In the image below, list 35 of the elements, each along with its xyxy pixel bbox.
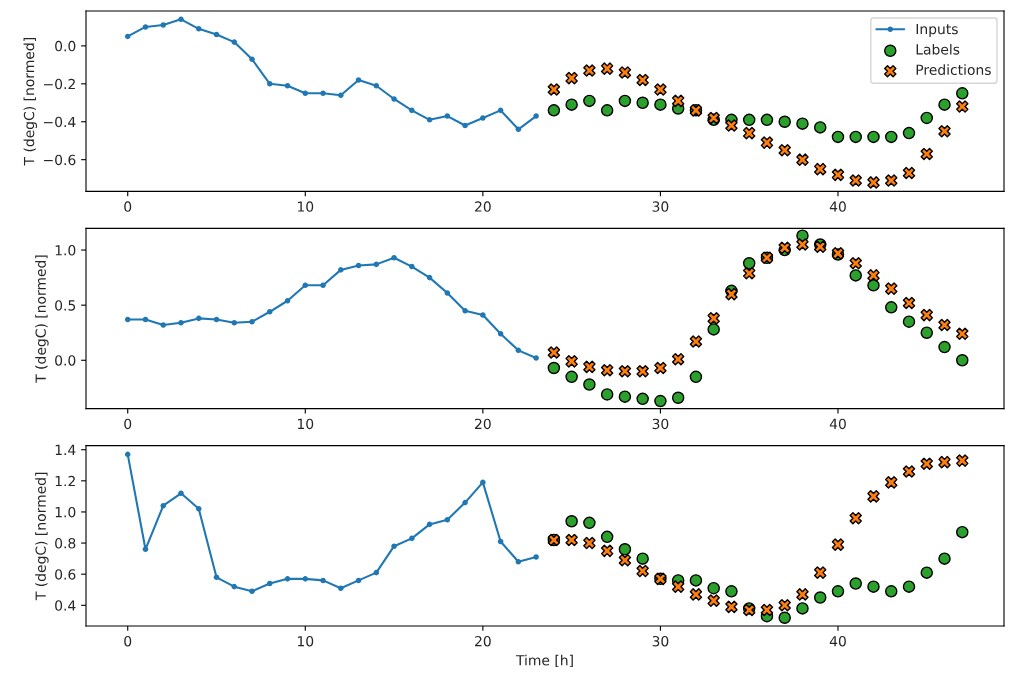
x-tick-label: 20: [475, 635, 491, 647]
y-tick-label: −0.2: [44, 78, 75, 90]
y-tick-label: 0.4: [55, 600, 76, 611]
x-tick-label: 30: [652, 635, 669, 647]
y-tick-label: 0.6: [55, 569, 76, 580]
y-tick-label: −0.4: [44, 116, 76, 128]
x-tick-label: 0: [124, 635, 132, 647]
x-tick-label: 10: [297, 418, 314, 430]
legend-label: Labels: [916, 43, 960, 55]
x-tick-label: 40: [829, 635, 846, 647]
y-tick-label: −0.6: [44, 154, 76, 166]
y-axis-title: T (degC) [normed]: [35, 255, 49, 383]
x-tick-label: 40: [829, 418, 846, 430]
x-tick-label: 0: [124, 201, 132, 212]
legend-label: Predictions: [916, 64, 991, 76]
x-tick-label: 30: [652, 201, 669, 212]
y-tick-label: 1.2: [55, 475, 75, 487]
y-tick-label: 1.0: [55, 506, 76, 518]
legend-label: Inputs: [916, 23, 958, 37]
y-tick-label: 0.0: [55, 40, 76, 52]
x-tick-label: 20: [475, 201, 491, 212]
x-tick-label: 20: [475, 418, 491, 430]
y-tick-label: 1.4: [55, 444, 76, 455]
x-tick-label: 40: [829, 201, 846, 212]
y-tick-label: 0.0: [55, 355, 76, 366]
y-axis-title: T (degC) [normed]: [35, 472, 49, 601]
x-tick-label: 0: [124, 418, 132, 430]
y-tick-label: 0.5: [55, 300, 76, 311]
y-tick-label: 1.0: [55, 245, 76, 256]
x-tick-label: 10: [297, 201, 314, 212]
y-axis-title: T (degC) [normed]: [23, 38, 37, 166]
y-tick-label: 0.8: [55, 538, 76, 549]
x-axis-title: Time [h]: [515, 654, 573, 668]
x-tick-label: 10: [297, 635, 314, 647]
x-tick-label: 30: [652, 418, 669, 430]
